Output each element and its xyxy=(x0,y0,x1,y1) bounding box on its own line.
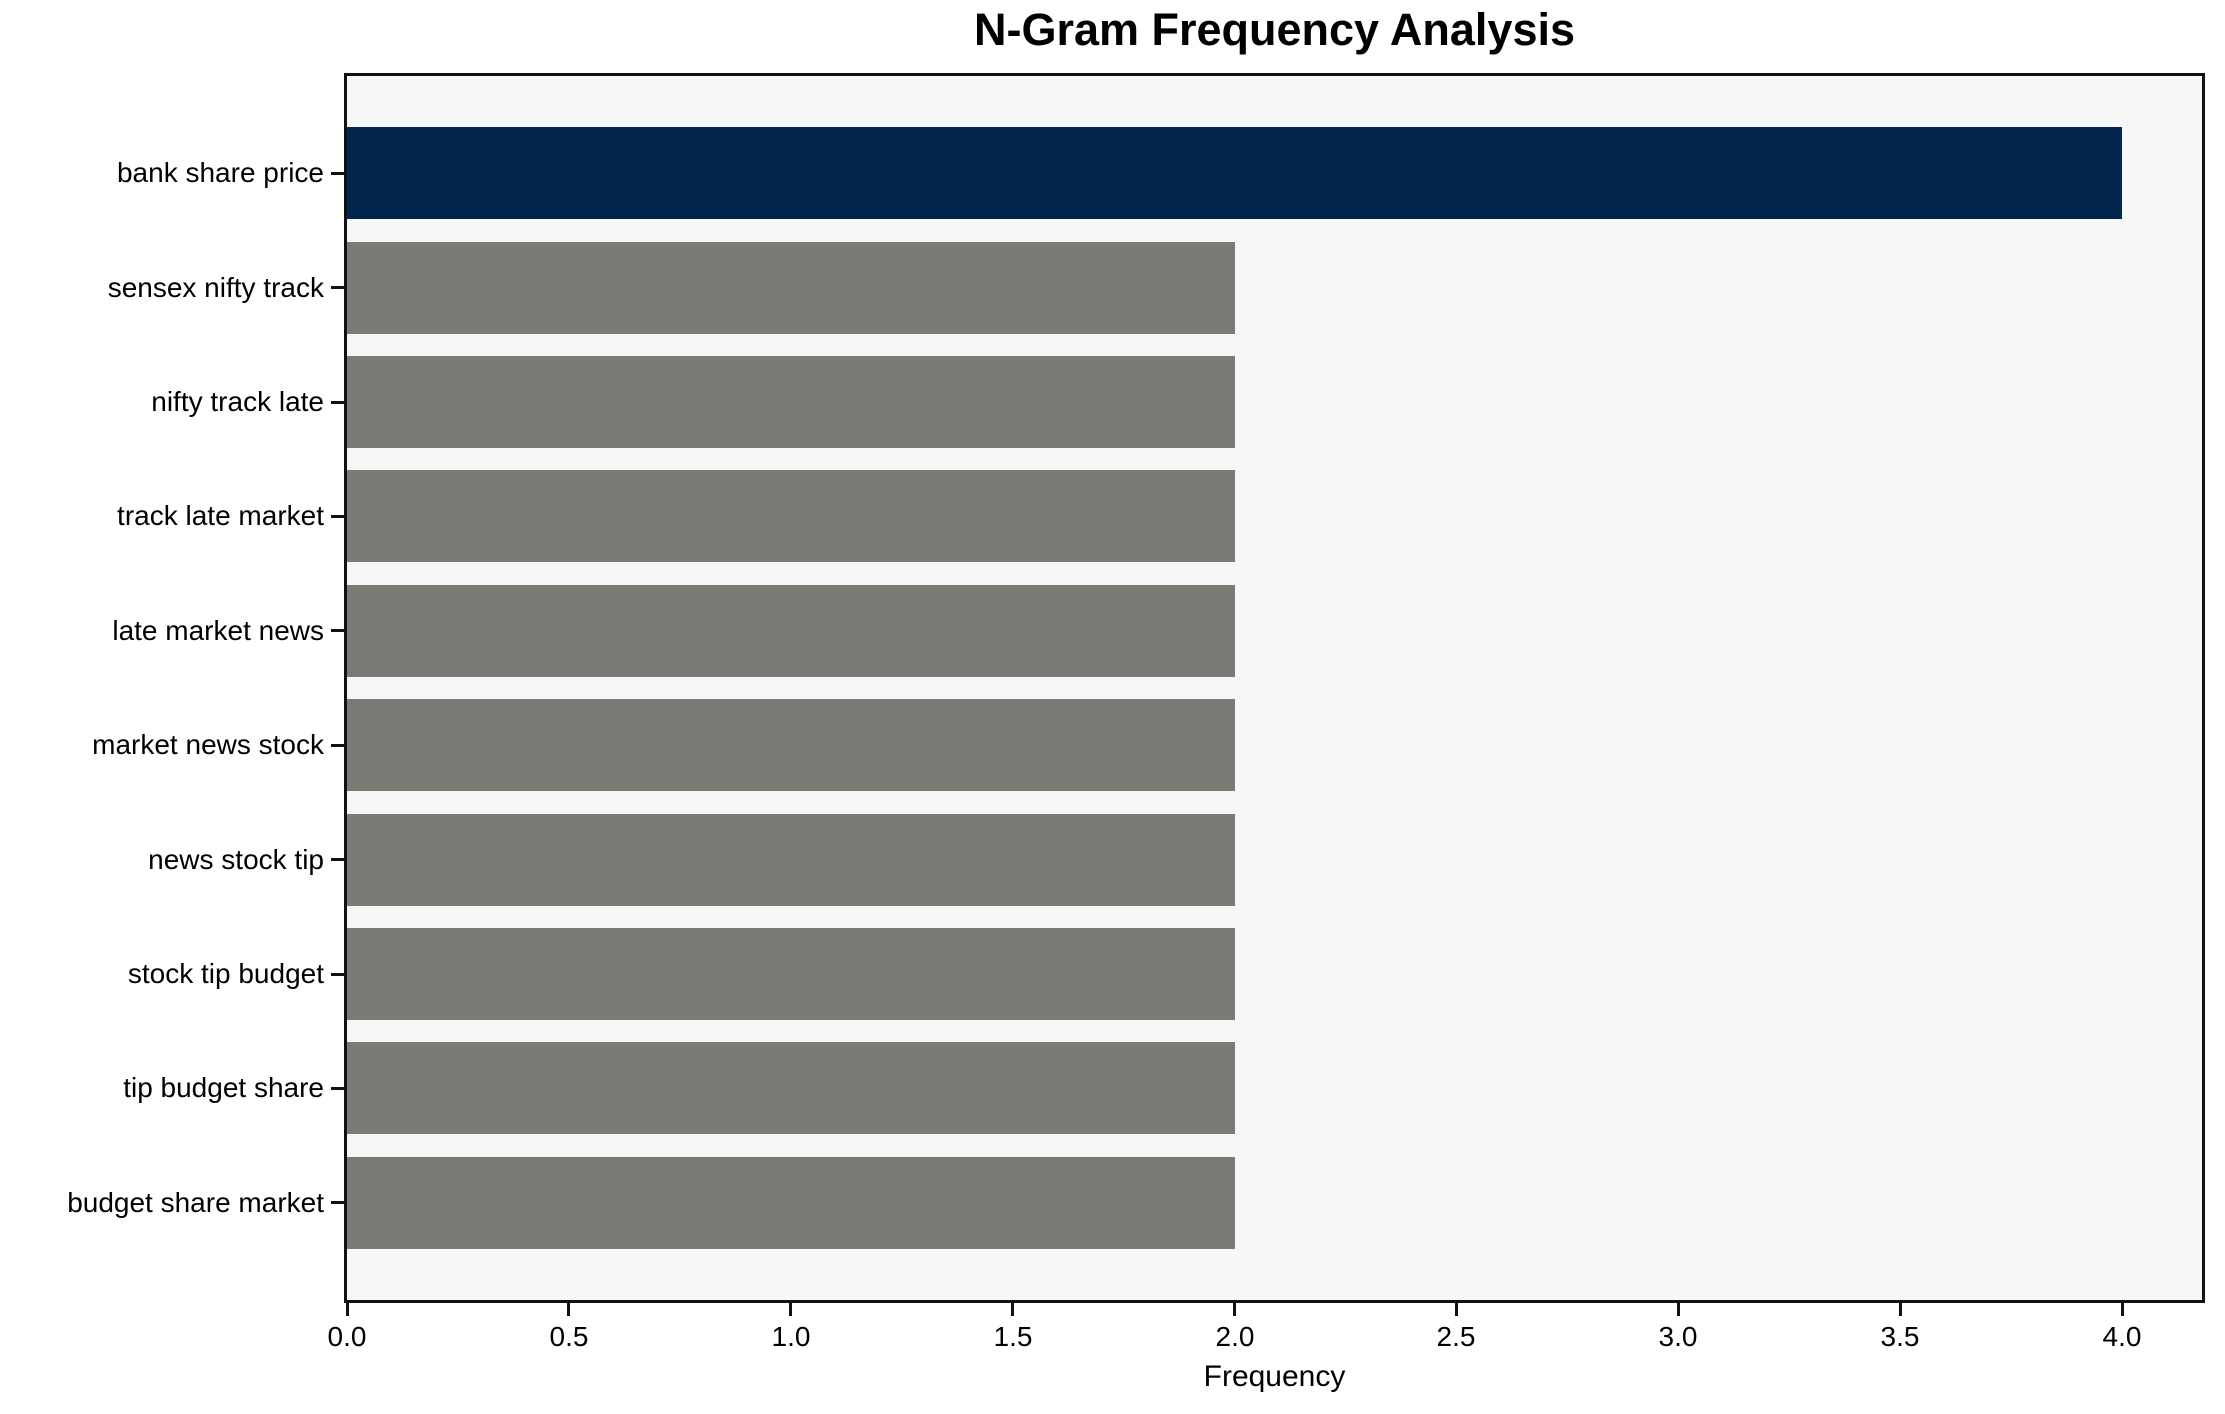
y-tick xyxy=(331,973,344,976)
x-tick-label: 0.0 xyxy=(327,1321,367,1352)
y-tick xyxy=(331,629,344,632)
y-tick xyxy=(331,858,344,861)
bar xyxy=(347,928,1235,1020)
x-tick-label: 3.5 xyxy=(1880,1321,1920,1352)
bar xyxy=(347,1157,1235,1249)
x-tick xyxy=(567,1303,570,1316)
bar xyxy=(347,356,1235,448)
x-tick-label: 0.5 xyxy=(549,1321,589,1352)
x-tick xyxy=(1677,1303,1680,1316)
category-label: bank share price xyxy=(116,157,324,188)
category-label: budget share market xyxy=(67,1187,324,1218)
x-tick xyxy=(2121,1303,2124,1316)
bar xyxy=(347,585,1235,677)
category-label: nifty track late xyxy=(151,386,324,417)
x-axis-label: Frequency xyxy=(1203,1360,1346,1393)
chart-title: N-Gram Frequency Analysis xyxy=(973,4,1576,55)
y-tick xyxy=(331,515,344,518)
category-label: late market news xyxy=(112,615,324,646)
x-tick xyxy=(1899,1303,1902,1316)
y-tick xyxy=(331,172,344,175)
y-tick xyxy=(331,744,344,747)
x-tick xyxy=(1011,1303,1014,1316)
y-tick xyxy=(331,1201,344,1204)
bar xyxy=(347,127,2122,219)
x-tick xyxy=(1233,1303,1236,1316)
y-tick xyxy=(331,1087,344,1090)
x-tick-label: 2.5 xyxy=(1436,1321,1476,1352)
bar xyxy=(347,814,1235,906)
x-tick-label: 2.0 xyxy=(1215,1321,1255,1352)
bar xyxy=(347,470,1235,562)
x-tick-label: 1.0 xyxy=(771,1321,811,1352)
bar xyxy=(347,242,1235,334)
category-label: sensex nifty track xyxy=(107,272,324,303)
category-label: track late market xyxy=(117,500,324,531)
x-tick-label: 1.5 xyxy=(993,1321,1033,1352)
x-tick xyxy=(1455,1303,1458,1316)
x-tick-label: 3.0 xyxy=(1658,1321,1698,1352)
x-tick xyxy=(789,1303,792,1316)
bar xyxy=(347,699,1235,791)
category-label: market news stock xyxy=(92,729,324,760)
y-tick xyxy=(331,401,344,404)
y-tick xyxy=(331,286,344,289)
x-tick xyxy=(346,1303,349,1316)
bar xyxy=(347,1042,1235,1134)
category-label: news stock tip xyxy=(148,844,324,875)
x-tick-label: 4.0 xyxy=(2102,1321,2142,1352)
category-label: tip budget share xyxy=(123,1072,324,1103)
category-label: stock tip budget xyxy=(127,958,324,989)
